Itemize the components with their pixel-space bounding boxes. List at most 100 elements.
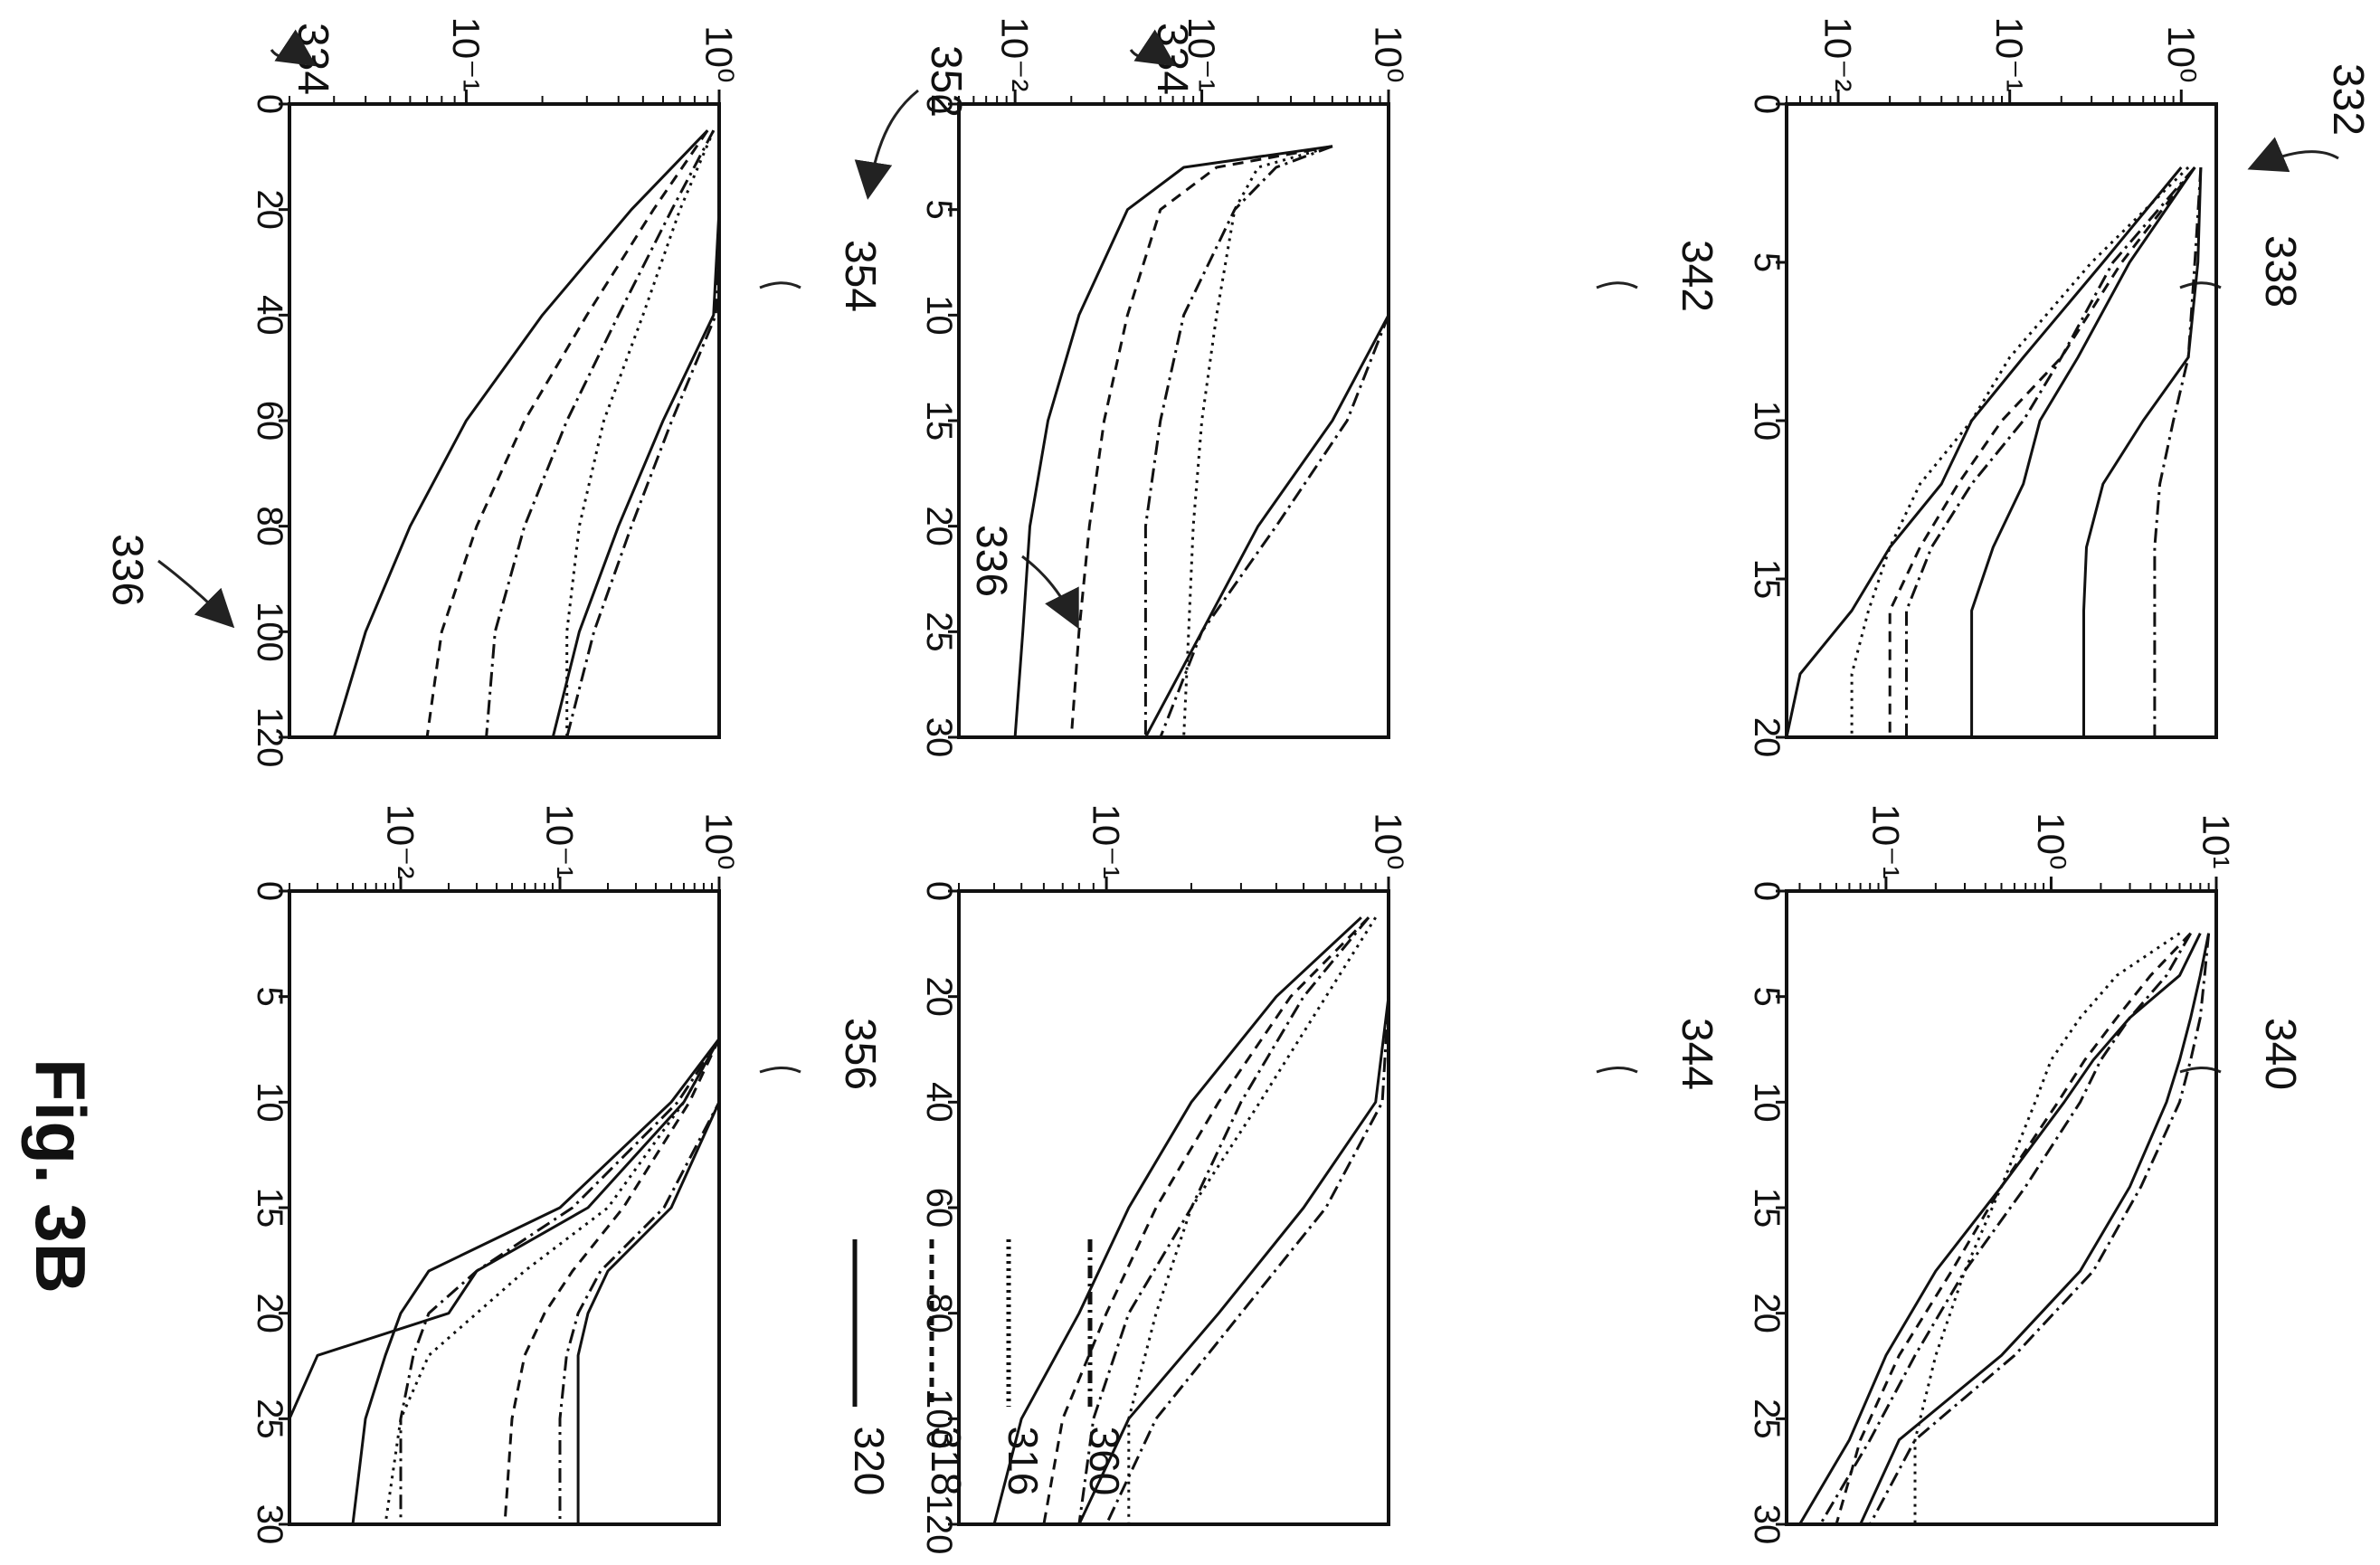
series-line-dash-dot [1105, 917, 1390, 1525]
x-tick-label: 0 [250, 94, 289, 114]
x-tick-label: 40 [919, 1082, 959, 1123]
legend-label-320: 320 [846, 1427, 893, 1496]
series-line-solid [332, 129, 709, 738]
x-tick-label: 80 [250, 506, 289, 546]
x-tick-label: 15 [1747, 1188, 1787, 1228]
ref-label-342: 342 [1673, 240, 1721, 312]
leader-342 [1596, 281, 1638, 289]
arrow-352 [854, 89, 919, 200]
y-tick-label: 10⁻¹ [445, 17, 488, 92]
series-line-dash-dot [565, 130, 721, 738]
legend-label-316: 316 [1000, 1427, 1047, 1496]
x-tick-label: 10 [1747, 1082, 1787, 1123]
y-tick-label: 10⁻¹ [1864, 804, 1907, 879]
y-tick-label: 10⁰ [698, 812, 741, 870]
y-tick-label: 10⁻² [1817, 17, 1860, 92]
arrow-332 [2247, 137, 2339, 173]
series-line-dash-dot [1905, 166, 2196, 737]
x-tick-label: 30 [1747, 1504, 1787, 1545]
series-line-solid [1859, 933, 2211, 1525]
x-tick-label: 15 [1747, 559, 1787, 600]
chart-panel-bottom-left: 0 20 40 60 80 100 120 10⁻¹ 10⁰ [250, 17, 741, 768]
series-line-dashed [1069, 145, 1333, 738]
series-line-dash-dot [1143, 145, 1333, 737]
x-tick-label: 10 [919, 295, 959, 336]
series-line-dash-dot [558, 1039, 721, 1524]
series-line-solid [551, 130, 721, 738]
series-line-dotted [1182, 145, 1333, 738]
x-tick-label: 0 [1747, 881, 1787, 901]
leader-354 [759, 281, 801, 289]
ref-label-338: 338 [2256, 235, 2304, 308]
chart-panel-top-right: 0 5 10 15 20 25 30 10⁻¹ 10⁰ 10¹ [1747, 804, 2238, 1545]
y-tick-label: 10⁻² [380, 804, 422, 879]
x-tick-label: 0 [1747, 94, 1787, 114]
x-tick-label: 15 [919, 401, 959, 441]
x-tick-label: 80 [919, 1293, 959, 1333]
series-line-dash-dot [1819, 932, 2193, 1525]
y-tick-label: 10⁻² [994, 17, 1037, 92]
chart-panels: 0 5 10 15 20 10⁻² 10⁻¹ 10⁰ 0 5 10 15 20 25 30 10⁻¹ 10⁰ 10… [250, 17, 2238, 1555]
x-tick-label: 20 [919, 506, 959, 546]
ref-label-336-bottom: 336 [103, 534, 151, 606]
x-tick-label: 25 [919, 612, 959, 652]
plot-frame [288, 889, 721, 1526]
series-line-dash-dot [1159, 146, 1390, 738]
series-line-dashed [425, 129, 709, 738]
x-tick-label: 60 [250, 401, 289, 441]
y-tick-label: 10⁻¹ [1086, 804, 1128, 879]
x-tick-label: 25 [1747, 1399, 1787, 1439]
series-line-dash-dot [1077, 916, 1370, 1525]
series-line-dash-dot [399, 1038, 721, 1524]
chart-panel-bottom-right: 0 5 10 15 20 25 30 10⁻² 10⁻¹ 10⁰ [250, 804, 741, 1545]
series-line-solid [1013, 145, 1333, 738]
figure-title: Fig. 3B [21, 1058, 100, 1294]
y-tick-label: 10¹ [2195, 814, 2238, 869]
y-tick-label: 10⁻¹ [1181, 17, 1223, 92]
x-tick-label: 20 [1747, 1293, 1787, 1333]
series-line-solid [1144, 146, 1390, 738]
y-tick-label: 10⁰ [2030, 812, 2072, 870]
series-line-solid [351, 1038, 721, 1525]
x-tick-label: 120 [250, 707, 289, 768]
chart-panel-middle-left: 0 5 10 15 20 25 30 10⁻² 10⁻¹ 10⁰ [919, 17, 1410, 758]
x-tick-label: 100 [919, 1389, 959, 1449]
series-line-dash-dot [1868, 933, 2211, 1525]
legend: 360 316 318 320 [846, 1239, 1128, 1495]
series-line-solid [1798, 933, 2202, 1525]
chart-panel-middle-right: 0 20 40 60 80 100 120 10⁻¹ 10⁰ [919, 804, 1410, 1555]
plot-frame [1785, 889, 2218, 1526]
x-tick-label: 5 [250, 987, 289, 1007]
ref-label-356: 356 [836, 1018, 884, 1090]
arrow-334-bottom [270, 29, 317, 67]
series-line-dotted [1850, 166, 2190, 737]
x-tick-label: 20 [250, 189, 289, 230]
x-tick-label: 120 [919, 1494, 959, 1555]
ref-label-336-middle: 336 [967, 525, 1015, 597]
leader-344 [1596, 1067, 1638, 1074]
series-line-solid [288, 1038, 721, 1524]
x-tick-label: 0 [250, 881, 289, 901]
series-line-dashed [1888, 166, 2196, 737]
series-line-dotted [1913, 932, 2181, 1524]
arrow-334-top [1129, 29, 1176, 67]
x-tick-label: 25 [250, 1399, 289, 1439]
x-tick-label: 100 [250, 602, 289, 662]
ref-label-332: 332 [2324, 63, 2372, 136]
x-tick-label: 30 [250, 1504, 289, 1545]
x-tick-label: 20 [250, 1293, 289, 1333]
x-tick-label: 30 [919, 717, 959, 758]
plot-frame [288, 102, 721, 739]
legend-label-318: 318 [923, 1427, 970, 1496]
series-line-solid [1785, 166, 2183, 738]
x-tick-label: 20 [1747, 717, 1787, 758]
x-tick-label: 10 [250, 1082, 289, 1123]
x-tick-label: 5 [919, 200, 959, 220]
x-tick-label: 0 [919, 881, 959, 901]
x-tick-label: 5 [1747, 252, 1787, 272]
series-line-solid [576, 1039, 721, 1524]
x-tick-label: 10 [1747, 401, 1787, 441]
series-line-solid [1077, 917, 1390, 1525]
series-line-dotted [565, 129, 716, 737]
